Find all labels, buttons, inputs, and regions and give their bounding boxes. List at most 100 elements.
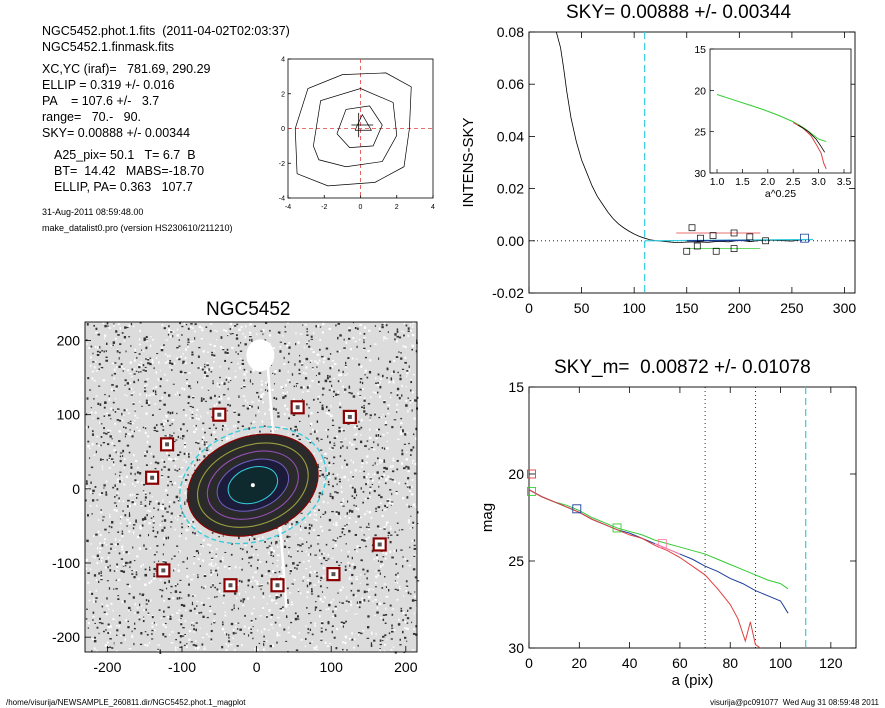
noise-pixel [410, 515, 412, 517]
noise-pixel [191, 406, 194, 408]
inset-ytick-label: 25 [694, 127, 706, 139]
noise-pixel [126, 444, 130, 447]
noise-pixel [185, 537, 187, 540]
noise-pixel [90, 356, 92, 359]
noise-pixel [107, 414, 111, 417]
noise-pixel [132, 546, 134, 549]
noise-pixel [396, 459, 399, 462]
noise-pixel [165, 587, 168, 590]
noise-pixel [116, 569, 118, 572]
noise-pixel [136, 493, 139, 496]
noise-pixel [312, 398, 315, 401]
noise-pixel [377, 494, 381, 497]
noise-pixel [369, 488, 372, 491]
noise-pixel [270, 551, 272, 554]
noise-pixel [235, 424, 237, 428]
noise-pixel [118, 418, 122, 421]
noise-pixel [341, 528, 345, 530]
noise-pixel [163, 526, 166, 529]
noise-pixel [287, 555, 290, 557]
noise-pixel [379, 572, 381, 575]
sky-profile-line [555, 31, 813, 244]
noise-pixel [221, 440, 223, 442]
noise-pixel [214, 569, 218, 572]
noise-pixel [375, 377, 377, 380]
noise-pixel [92, 555, 94, 558]
noise-pixel [164, 635, 167, 638]
noise-pixel [164, 560, 167, 563]
noise-pixel [368, 528, 370, 531]
noise-pixel [93, 647, 96, 650]
noise-pixel [220, 345, 222, 349]
noise-pixel [316, 362, 319, 365]
noise-pixel [279, 608, 283, 610]
noise-pixel [191, 622, 194, 624]
noise-pixel [136, 356, 138, 359]
noise-pixel [110, 344, 112, 347]
noise-pixel [408, 442, 410, 445]
noise-pixel [342, 641, 345, 644]
noise-pixel [128, 324, 131, 327]
noise-pixel [94, 556, 96, 559]
noise-pixel [114, 485, 116, 487]
noise-pixel [118, 430, 121, 433]
noise-pixel [407, 330, 410, 332]
noise-pixel [321, 393, 324, 396]
noise-pixel [281, 540, 284, 543]
noise-pixel [376, 471, 379, 474]
noise-pixel [314, 360, 317, 363]
noise-pixel [126, 394, 128, 397]
noise-pixel [407, 410, 409, 413]
noise-pixel [319, 348, 321, 351]
noise-pixel [404, 620, 407, 624]
noise-pixel [162, 505, 165, 508]
noise-pixel [227, 377, 231, 380]
noise-pixel [291, 583, 294, 585]
noise-pixel [262, 648, 265, 651]
noise-pixel [401, 565, 404, 568]
noise-pixel [372, 464, 374, 466]
noise-pixel [95, 395, 98, 397]
noise-pixel [350, 582, 353, 585]
noise-pixel [122, 370, 124, 372]
noise-pixel [368, 511, 372, 514]
noise-pixel [392, 465, 394, 468]
noise-pixel [166, 379, 169, 382]
noise-pixel [348, 329, 351, 332]
noise-pixel [323, 557, 326, 560]
noise-pixel [322, 322, 325, 326]
noise-pixel [145, 548, 148, 550]
noise-pixel [272, 347, 276, 349]
noise-pixel [256, 648, 259, 651]
noise-pixel [233, 411, 236, 413]
noise-pixel [363, 397, 366, 400]
noise-pixel [384, 423, 388, 425]
noise-pixel [179, 646, 182, 648]
noise-pixel [111, 438, 113, 440]
noise-pixel [411, 348, 414, 351]
noise-pixel [389, 489, 392, 491]
noise-pixel [257, 538, 260, 541]
noise-pixel [389, 604, 392, 607]
noise-pixel [306, 342, 308, 345]
noise-pixel [275, 540, 278, 544]
noise-pixel [310, 593, 314, 595]
noise-pixel [120, 642, 123, 644]
noise-pixel [92, 417, 94, 419]
noise-pixel [308, 523, 311, 526]
noise-pixel [159, 524, 162, 526]
noise-pixel [146, 378, 149, 380]
noise-pixel [250, 422, 252, 425]
noise-pixel [231, 326, 233, 329]
noise-pixel [318, 509, 320, 511]
noise-pixel [200, 397, 203, 400]
noise-pixel [368, 588, 370, 592]
noise-pixel [106, 580, 109, 582]
noise-pixel [99, 547, 102, 550]
noise-pixel [213, 361, 215, 363]
noise-pixel [317, 463, 319, 466]
noise-pixel [260, 330, 263, 332]
noise-pixel [147, 357, 150, 360]
noise-pixel [163, 460, 166, 464]
noise-pixel [113, 323, 115, 325]
